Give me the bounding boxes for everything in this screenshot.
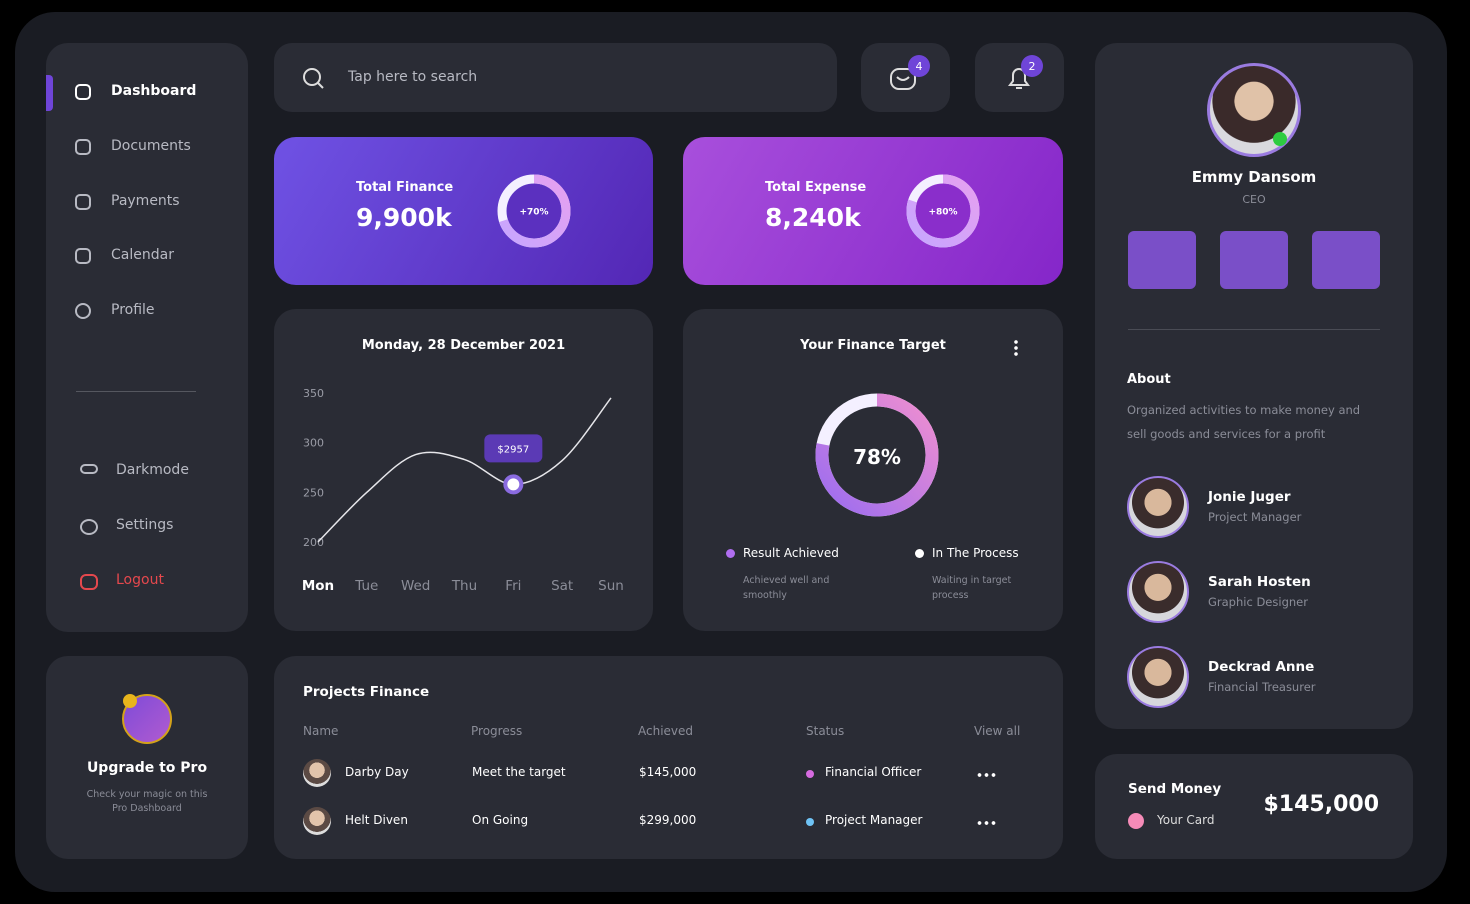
legend-dot [915, 549, 924, 558]
cell: Financial Officer [825, 765, 922, 779]
team-name: Jonie Juger [1208, 489, 1291, 505]
notifications-badge: 2 [1021, 55, 1043, 77]
legend-dot [726, 549, 735, 558]
row-menu[interactable] [976, 773, 996, 777]
status-dot [806, 770, 814, 778]
view-all[interactable]: View all [974, 724, 1021, 738]
column-header: Achieved [638, 724, 694, 738]
cell: $145,000 [639, 765, 697, 779]
card-amount: 9,900k [356, 203, 452, 232]
team-role: Graphic Designer [1208, 595, 1308, 609]
notifications-button[interactable]: 2 [975, 43, 1064, 112]
projects-card [274, 656, 1063, 859]
status-dot [806, 817, 814, 826]
card-title: Total Expense [765, 180, 867, 195]
row-avatar [303, 806, 331, 835]
team-role: Project Manager [1208, 510, 1302, 524]
nav-icon [75, 84, 91, 100]
about-text: Organized activities to make money and s… [1127, 403, 1361, 441]
settings-icon [80, 519, 98, 535]
search-icon [303, 68, 324, 89]
profile-name: Emmy Dansom [1191, 168, 1317, 186]
shield-icon [123, 694, 137, 708]
divider [76, 391, 196, 392]
team-role: Financial Treasurer [1208, 680, 1316, 694]
cell: Helt Diven [345, 812, 408, 827]
row-menu[interactable] [976, 820, 996, 825]
legend-name: Result Achieved [743, 546, 839, 560]
finance-card [274, 137, 653, 285]
send-money-card: Send Money Your Card $145,000 [1095, 754, 1413, 859]
card-label: Your Card [1157, 813, 1215, 827]
legend-text: Waiting in target process [932, 575, 1012, 601]
card-amount: 8,240k [765, 203, 861, 232]
upgrade-text: Check your magic on this Pro Dashboard [86, 789, 208, 814]
team-name: Deckrad Anne [1208, 659, 1315, 675]
messages-button[interactable]: 4 [861, 43, 950, 112]
notes-button[interactable] [1312, 231, 1380, 289]
settings-icon [80, 574, 98, 590]
nav-icon [75, 248, 91, 265]
chart-title: Monday, 28 December 2021 [361, 338, 566, 353]
card-dot [1128, 813, 1144, 829]
messages-badge: 4 [908, 55, 930, 77]
settings-item[interactable]: Settings [116, 517, 174, 533]
column-header: Status [806, 724, 845, 738]
nav-icon [75, 138, 91, 155]
column-header: Name [303, 724, 339, 738]
active-indicator [46, 75, 53, 111]
profile-card: Emmy Dansom CEO About Organized activiti… [1095, 43, 1413, 729]
cell: On Going [472, 812, 529, 827]
cell: $299,000 [639, 812, 697, 827]
nav-item[interactable]: Documents [111, 137, 191, 154]
search-bar[interactable]: Tap here to search [274, 43, 837, 112]
chart-card [274, 309, 653, 631]
online-dot [1273, 132, 1287, 146]
legend-text: Achieved well and smoothly [743, 575, 830, 601]
target-title: Your Finance Target [800, 338, 946, 353]
nav-icon [75, 303, 91, 320]
nav-item[interactable]: Calendar [111, 247, 174, 264]
nav-item[interactable]: Profile [111, 302, 155, 319]
team-button[interactable] [1128, 231, 1196, 289]
row-avatar [303, 759, 331, 787]
team-avatar [1127, 646, 1189, 708]
team-avatar [1127, 476, 1189, 538]
send-title: Send Money [1128, 781, 1222, 797]
sidebar [46, 43, 248, 632]
profile-role: CEO [1242, 193, 1266, 206]
column-header: Progress [471, 724, 523, 738]
team-avatar [1127, 561, 1189, 623]
settings-item[interactable]: Darkmode [116, 462, 189, 478]
settings-icon [80, 464, 98, 474]
cell: Project Manager [825, 812, 923, 827]
message-icon [890, 68, 916, 90]
nav-icon [75, 193, 91, 210]
card-title: Total Finance [356, 180, 454, 195]
cell: Meet the target [472, 765, 566, 779]
cell: Darby Day [345, 765, 409, 779]
search-placeholder: Tap here to search [348, 69, 478, 85]
about-title: About [1127, 372, 1171, 387]
settings-item[interactable]: Logout [116, 572, 164, 588]
divider [1128, 329, 1380, 330]
stats-button[interactable] [1220, 231, 1288, 289]
upgrade-card: Upgrade to Pro Check your magic on this … [46, 656, 248, 859]
legend-name: In The Process [932, 546, 1019, 560]
send-amount: $145,000 [1263, 792, 1379, 817]
nav-item[interactable]: Payments [111, 192, 180, 209]
nav-item[interactable]: Dashboard [111, 83, 197, 99]
more-menu[interactable] [1014, 339, 1018, 357]
expense-card [683, 137, 1063, 285]
team-name: Sarah Hosten [1208, 574, 1311, 590]
profile-avatar [1207, 63, 1301, 157]
projects-title: Projects Finance [303, 684, 430, 700]
upgrade-title: Upgrade to Pro [86, 760, 208, 776]
bell-icon [1008, 68, 1030, 89]
